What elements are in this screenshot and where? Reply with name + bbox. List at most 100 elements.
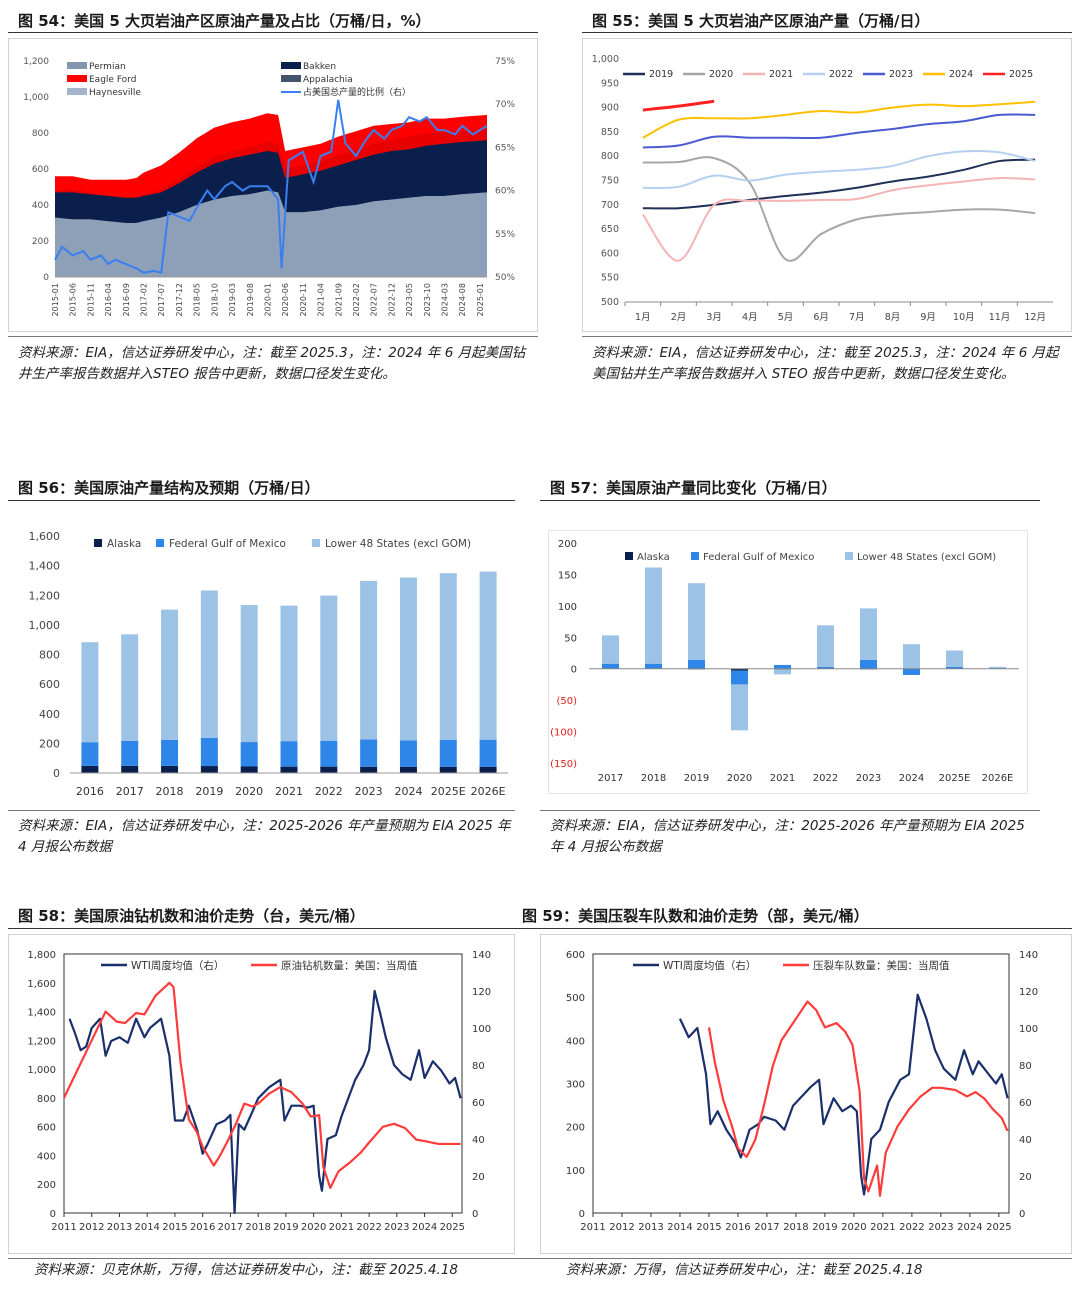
- y-tick-label: 500: [566, 993, 585, 1004]
- x-tick-label: 2016: [76, 785, 104, 798]
- series-line-2022: [642, 149, 1036, 190]
- x-tick-label: 10月: [953, 312, 975, 323]
- y2-tick-label: 40: [472, 1135, 485, 1146]
- x-tick-label: 2015: [162, 1222, 187, 1233]
- bar-2017-lower-48-states-excl-gom-: [602, 635, 619, 664]
- x-tick-label: 2018-05: [193, 283, 202, 316]
- bar-2025E-lower-48-states-excl-gom-: [439, 573, 457, 740]
- y-tick-label: 0: [571, 665, 577, 676]
- legend-label: Bakken: [303, 62, 336, 72]
- x-tick-label: 2016-09: [122, 283, 131, 316]
- x-tick-label: 2023-05: [405, 283, 414, 316]
- y2-tick-label: 60: [472, 1098, 485, 1109]
- x-tick-label: 2017-02: [140, 283, 149, 316]
- series-line-wti: [678, 993, 1009, 1196]
- y-tick-label: (100): [550, 728, 577, 739]
- source-note: 资料来源：EIA，信达证券研发中心，注：2025-2026 年产量预期为 EIA…: [550, 818, 1025, 855]
- y-tick-label: 0: [53, 767, 60, 780]
- y-tick-label: 200: [37, 1180, 56, 1191]
- x-tick-label: 1月: [635, 312, 651, 323]
- figure-title: 图 54：美国 5 大页岩油产区原油产量及占比（万桶/日，%）: [18, 12, 431, 30]
- x-tick-label: 2017-12: [175, 283, 184, 316]
- share-line: [54, 99, 488, 274]
- series-line-2025: [642, 99, 715, 112]
- x-tick-label: 2018-10: [210, 283, 219, 316]
- chart-57: (150) (100) (50) 0 50 100 150 200 2017 2018 2019 20…: [548, 530, 1028, 794]
- bar-2019-lower-48-states-excl-gom-: [200, 590, 218, 738]
- series-line-count: [63, 981, 461, 1189]
- legend-swatch: [625, 552, 633, 560]
- x-tick-label: 11月: [989, 312, 1011, 323]
- x-tick-label: 12月: [1024, 312, 1046, 323]
- x-tick-label: 2019-03: [228, 283, 237, 316]
- y-tick-label: 200: [32, 237, 49, 247]
- bar-2022-lower-48-states-excl-gom-: [817, 625, 834, 667]
- x-tick-label: 7月: [849, 312, 865, 323]
- x-tick-label: 2015: [696, 1222, 721, 1233]
- bar-2023-lower-48-states-excl-gom-: [860, 608, 877, 660]
- x-tick-label: 2021: [329, 1222, 354, 1233]
- y2-tick-label: 60: [1019, 1098, 1032, 1109]
- x-tick-label: 2021: [770, 773, 795, 784]
- x-tick-label: 2025: [986, 1222, 1011, 1233]
- legend-swatch: [67, 88, 87, 95]
- legend-label: Permian: [89, 62, 126, 72]
- y-tick-label: 200: [566, 1123, 585, 1134]
- y2-tick-label: 65%: [495, 143, 515, 153]
- bar-2021-federal-gulf-of-mexico: [774, 664, 791, 669]
- y-tick-label: 400: [39, 708, 60, 721]
- x-tick-label: 2015-06: [69, 283, 78, 316]
- source-rule: [540, 810, 1040, 811]
- x-tick-label: 2021: [275, 785, 303, 798]
- legend-swatch: [281, 75, 301, 82]
- y-tick-label: 700: [601, 200, 619, 211]
- legend-label: Alaska: [107, 538, 141, 550]
- source-rule: [8, 810, 515, 811]
- source-note: 资料来源：万得，信达证券研发中心，注：截至 2025.4.18: [566, 1262, 923, 1278]
- bar-2017-federal-gulf-of-mexico: [602, 663, 619, 669]
- y-tick-label: 600: [32, 165, 49, 175]
- title-rule: [8, 500, 515, 501]
- legend-swatch: [281, 62, 301, 69]
- x-tick-label: 2018: [641, 773, 666, 784]
- y2-tick-label: 40: [1019, 1135, 1032, 1146]
- bar-2019-federal-gulf-of-mexico: [688, 659, 705, 669]
- x-tick-label: 5月: [778, 312, 794, 323]
- legend-swatch: [312, 539, 320, 547]
- legend-label: 2020: [709, 69, 733, 80]
- bar-2024-lower-48-states-excl-gom-: [399, 577, 417, 741]
- y-tick-label: 400: [32, 201, 49, 211]
- legend-label: Haynesville: [89, 88, 141, 98]
- bar-2019-federal-gulf-of-mexico: [200, 737, 218, 767]
- source-note: 资料来源：EIA，信达证券研发中心，注：2025-2026 年产量预期为 EIA…: [18, 818, 511, 855]
- x-tick-label: 2018: [156, 785, 184, 798]
- bar-2020-alaska: [240, 766, 258, 773]
- chart-56: 0 200 400 600 800 1,000 1,200 1,400 1,600 2016 201…: [29, 530, 508, 798]
- plot-border: [63, 953, 463, 1214]
- figure-title: 图 58：美国原油钻机数和油价走势（台，美元/桶）: [18, 907, 365, 925]
- legend-label: Alaska: [637, 552, 670, 563]
- x-tick-label: 2017: [116, 785, 144, 798]
- y2-tick-label: 100: [472, 1024, 491, 1035]
- bar-2018-lower-48-states-excl-gom-: [645, 567, 662, 664]
- source-rule: [512, 1258, 1072, 1259]
- bar-2020-federal-gulf-of-mexico: [240, 742, 258, 767]
- series-line-2024: [642, 100, 1036, 139]
- legend-label: 2024: [949, 69, 973, 80]
- x-tick-label: 2015-11: [86, 283, 95, 316]
- x-tick-label: 2011: [580, 1222, 605, 1233]
- x-tick-label: 2014: [134, 1222, 159, 1233]
- y-tick-label: 200: [39, 737, 60, 750]
- bar-2018-federal-gulf-of-mexico: [161, 739, 179, 766]
- bar-2017-federal-gulf-of-mexico: [121, 741, 139, 766]
- legend-label: WTI周度均值（右）: [131, 959, 224, 972]
- bar-2025E-lower-48-states-excl-gom-: [946, 650, 963, 667]
- y2-tick-label: 20: [472, 1172, 485, 1183]
- series-line-count: [707, 1000, 1009, 1197]
- bar-2020-federal-gulf-of-mexico: [731, 670, 748, 685]
- x-tick-label: 2019-08: [246, 283, 255, 316]
- y-tick-label: 950: [601, 78, 619, 89]
- bar-2025E-federal-gulf-of-mexico: [439, 739, 457, 767]
- y-tick-label: 200: [558, 539, 577, 550]
- chart-59: 0 100 200 300 400 500 600 0 20 40 60 80 100 120 140 201…: [540, 934, 1072, 1254]
